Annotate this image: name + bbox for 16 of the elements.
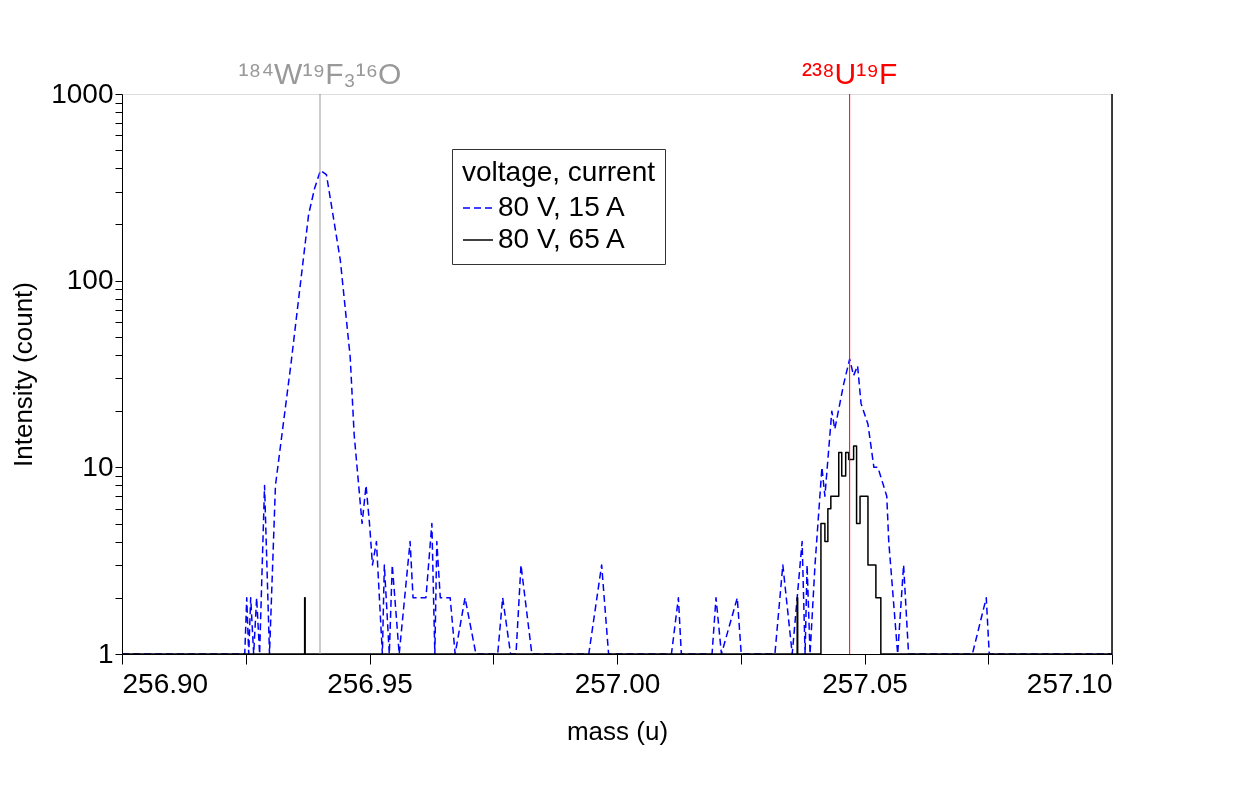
x-tick-label: 256.90 [122, 667, 209, 699]
legend-label: 80 V, 15 A [498, 191, 625, 222]
x-axis-title: mass (u) [566, 715, 669, 746]
x-tick-label: 257.00 [574, 667, 661, 699]
y-tick-label: 100 [66, 264, 114, 296]
legend-label: 80 V, 65 A [498, 223, 625, 254]
y-tick-label: 1000 [51, 77, 114, 109]
x-tick-label: 256.95 [327, 667, 413, 699]
y-tick-label: 10 [82, 450, 114, 482]
ref-line-label: ¹⁸⁴W¹⁹F₃¹⁶O [238, 57, 402, 90]
x-tick-label: 257.10 [1026, 667, 1113, 699]
y-tick-label: 1 [97, 637, 114, 669]
ref-line-label: ²³⁸U¹⁹F [801, 57, 898, 90]
legend-title: voltage, current [462, 156, 656, 187]
x-tick-label: 257.05 [822, 667, 908, 699]
y-axis-title: Intensity (count) [8, 282, 39, 467]
